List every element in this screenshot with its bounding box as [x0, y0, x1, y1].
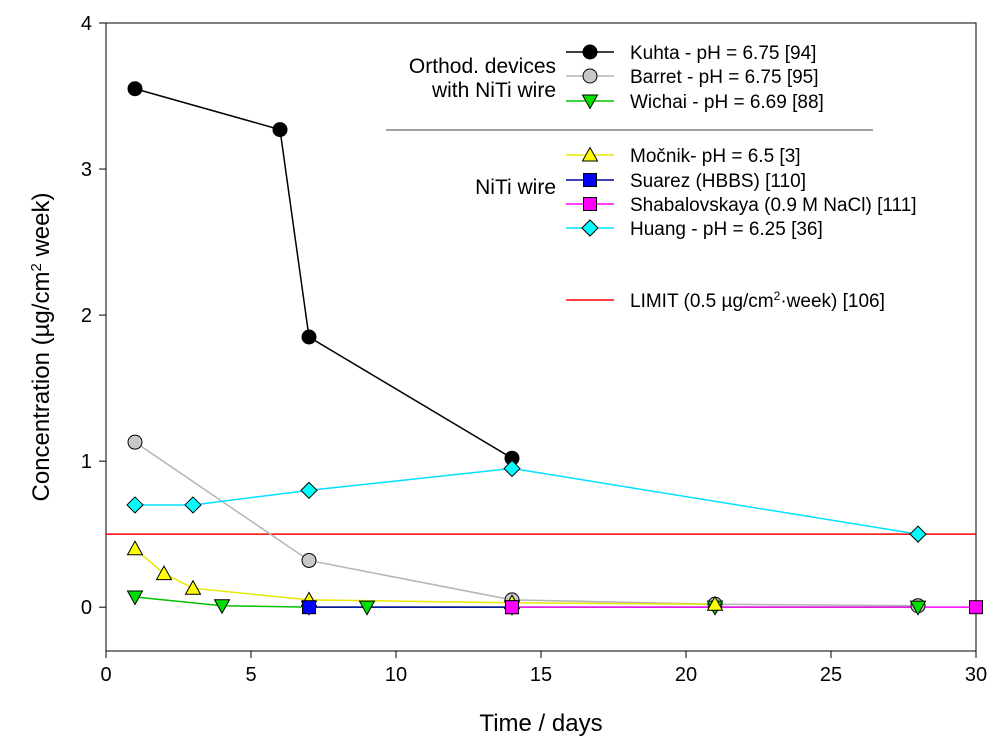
data-point-0-2	[301, 329, 317, 345]
axes: 0 5 10 15 20 25 30 0 1 2 3 4 Time / days Concentratio…	[28, 13, 988, 737]
legend-label-limit: LIMIT (0.5 µg/cm2·week) [106]	[630, 289, 885, 312]
legend-label: Kuhta - pH = 6.75 [94]	[630, 43, 816, 64]
series-line-3	[134, 548, 716, 606]
y-tick-label: 4	[81, 13, 92, 35]
data-point-6-0	[126, 496, 144, 514]
legend-label: Shabalovskaya (0.9 M NaCl) [111]	[630, 195, 917, 216]
legend-label: Barret - pH = 6.75 [95]	[630, 67, 819, 88]
data-point-5-0	[505, 600, 519, 615]
series-layer	[126, 81, 983, 616]
data-point-2-1	[213, 599, 231, 615]
data-point-4-0	[302, 600, 316, 615]
x-tick-label: 25	[820, 664, 842, 686]
x-tick-label: 30	[965, 664, 987, 686]
legend-marker-1	[582, 68, 598, 84]
data-point-2-6	[909, 600, 927, 616]
y-axis-label-part: week)	[28, 193, 55, 264]
x-tick-label: 20	[675, 664, 697, 686]
data-point-3-2	[184, 579, 202, 595]
x-tick-label: 5	[245, 664, 256, 686]
data-point-1-0	[127, 434, 143, 450]
legend-label-limit-part: ·week) [106]	[780, 291, 885, 312]
x-tick-label: 0	[100, 664, 111, 686]
legend-marker-4	[583, 173, 597, 187]
y-tick-label: 3	[81, 159, 92, 181]
legend-marker-0	[582, 44, 598, 60]
x-tick-label: 15	[530, 664, 552, 686]
legend: Kuhta - pH = 6.75 [94] Barret - pH = 6.75…	[386, 43, 917, 312]
legend-label-limit-part: 2	[774, 289, 781, 303]
legend-marker-5	[583, 197, 597, 211]
data-point-3-0	[126, 540, 144, 556]
y-tick-label: 0	[81, 597, 92, 619]
data-point-3-5	[706, 595, 724, 611]
data-point-0-1	[272, 122, 288, 138]
data-point-3-1	[155, 565, 173, 581]
series-line-2	[134, 596, 918, 608]
series-line-1	[134, 441, 919, 607]
legend-label: Wichai - pH = 6.69 [88]	[630, 92, 824, 113]
y-axis-label-part: µg/cm	[28, 272, 55, 338]
legend-group-label: NiTi wire	[475, 176, 556, 199]
data-point-6-3	[503, 459, 521, 478]
y-axis-label: Concentration (µg/cm2 week)	[28, 193, 56, 502]
legend-group-label: Orthod. devices	[409, 55, 556, 78]
data-point-2-0	[126, 590, 144, 606]
legend-marker-6	[581, 219, 599, 237]
y-tick-label: 2	[81, 305, 92, 327]
legend-group-label: with NiTi wire	[431, 79, 556, 102]
y-tick-label: 1	[81, 451, 92, 473]
series-line-6	[135, 467, 919, 535]
data-point-5-1	[969, 600, 983, 615]
data-point-6-1	[184, 496, 202, 514]
data-point-6-4	[909, 525, 927, 543]
x-axis-label: Time / days	[479, 710, 602, 737]
legend-label: Suarez (HBBS) [110]	[630, 171, 806, 192]
legend-marker-2	[581, 94, 599, 110]
legend-marker-3	[581, 146, 599, 162]
data-point-1-1	[301, 552, 317, 568]
series-line-0	[134, 87, 513, 459]
y-axis-label-part: 2	[28, 263, 45, 271]
y-axis-label-part: Concentration (	[28, 337, 55, 501]
data-point-6-2	[300, 481, 318, 500]
legend-label-limit-part: LIMIT (0.5 µg/cm	[630, 291, 774, 312]
data-point-0-0	[127, 81, 143, 97]
legend-label: Močnik- pH = 6.5 [3]	[630, 146, 801, 167]
x-tick-label: 10	[385, 664, 407, 686]
legend-label: Huang - pH = 6.25 [36]	[630, 219, 823, 240]
data-point-2-3	[358, 600, 376, 616]
